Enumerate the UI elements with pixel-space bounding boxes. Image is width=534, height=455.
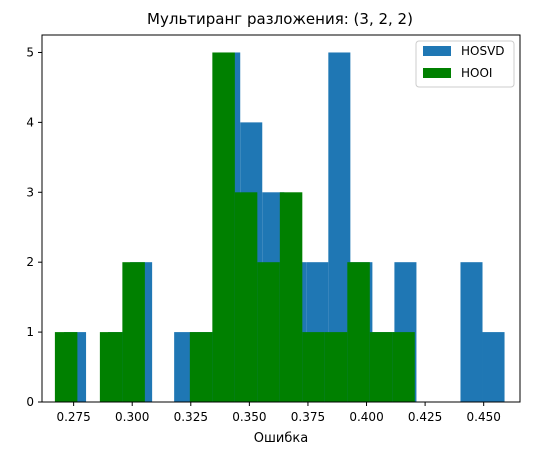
y-tick-label: 5 (26, 45, 34, 59)
y-tick-label: 1 (26, 325, 34, 339)
x-tick-label: 0.375 (291, 410, 325, 424)
hooi-bar-11 (302, 332, 325, 402)
hooi-bar-15 (392, 332, 415, 402)
y-tick-label: 4 (26, 115, 34, 129)
x-tick-label: 0.300 (115, 410, 149, 424)
hooi-bar-9 (257, 262, 280, 402)
x-tick-label: 0.350 (232, 410, 266, 424)
hosvd-bar-12 (328, 52, 351, 402)
x-tick-label: 0.450 (467, 410, 501, 424)
hooi-bar-2 (99, 332, 123, 402)
hooi-bar-6 (189, 332, 213, 402)
hooi-bar-13 (347, 262, 370, 402)
y-tick-label: 3 (26, 185, 34, 199)
legend-swatch-hosvd (423, 46, 451, 56)
hooi-bars (54, 52, 415, 402)
x-axis-ticks: 0.275 0.300 0.325 0.350 0.375 0.400 0.425 0.450 (56, 402, 501, 424)
legend-swatch-hooi (423, 68, 451, 78)
hooi-bar-0 (54, 332, 78, 402)
hooi-bar-8 (234, 192, 258, 402)
plot-frame (41, 34, 521, 403)
legend-label-hosvd: HOSVD (461, 44, 505, 58)
hooi-bar-3 (122, 262, 145, 402)
x-tick-label: 0.400 (349, 410, 383, 424)
hosvd-bar-19 (482, 332, 505, 402)
x-tick-label: 0.425 (408, 410, 442, 424)
legend-label-hooi: HOOI (461, 66, 492, 80)
x-tick-label: 0.275 (56, 410, 90, 424)
x-axis-label: Ошибка (254, 431, 308, 446)
hooi-bar-12 (324, 332, 348, 402)
chart-title: Мультиранг разложения: (3, 2, 2) (147, 10, 413, 28)
hooi-bar-10 (279, 192, 303, 402)
y-tick-label: 2 (26, 255, 34, 269)
x-tick-label: 0.325 (174, 410, 208, 424)
y-tick-label: 0 (26, 395, 34, 409)
legend: HOSVD HOOI (415, 40, 515, 88)
y-axis-ticks: 0 1 2 3 4 5 (26, 45, 42, 409)
hooi-bar-14 (369, 332, 393, 402)
hooi-bar-7 (212, 52, 235, 402)
hosvd-bar-18 (460, 262, 483, 402)
